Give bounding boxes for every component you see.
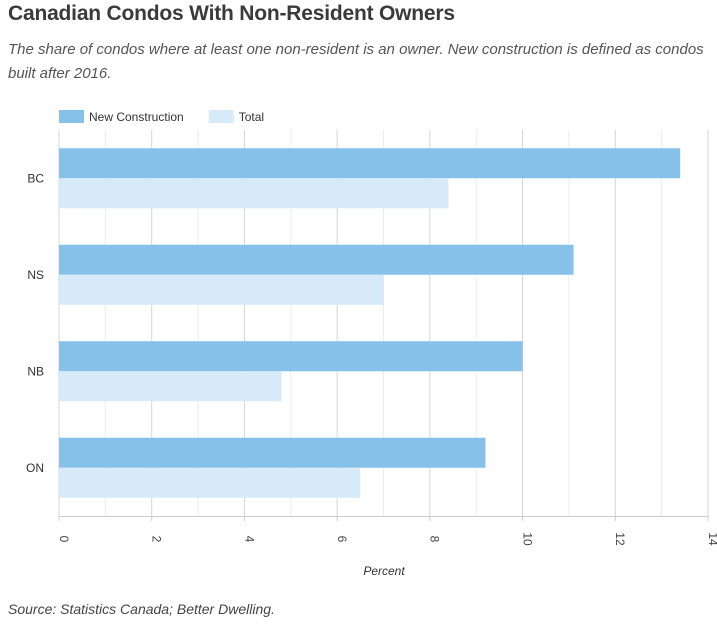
legend-swatch <box>208 110 234 123</box>
x-tick-label: 2 <box>150 536 164 543</box>
x-axis-label: Percent <box>363 564 405 578</box>
bar-on-total <box>59 467 361 498</box>
bar-nb-new-construction <box>59 341 523 372</box>
x-tick-label: 4 <box>242 536 256 543</box>
chart-subtitle: The share of condos where at least one n… <box>8 41 704 82</box>
chart-title: Canadian Condos With Non-Resident Owners <box>8 2 455 25</box>
x-tick-label: 10 <box>520 532 534 546</box>
bar-bc-total <box>59 178 449 209</box>
bar-ns-new-construction <box>59 244 574 275</box>
axes: BC NS NB ON 0 2 4 6 8 10 12 14 <box>26 171 717 546</box>
y-tick-label: NB <box>27 364 44 378</box>
bar-bc-new-construction <box>59 148 681 179</box>
legend-label: New Construction <box>89 110 184 124</box>
y-tick-label: ON <box>26 461 44 475</box>
legend-label: Total <box>239 110 264 124</box>
bar-nb-total <box>59 371 282 402</box>
source-note: Source: Statistics Canada; Better Dwelli… <box>8 601 275 617</box>
bars <box>59 148 681 498</box>
legend: New Construction Total <box>59 110 264 124</box>
bar-on-new-construction <box>59 437 486 468</box>
legend-swatch <box>59 110 84 123</box>
y-tick-label: BC <box>27 171 44 185</box>
x-tick-label: 8 <box>428 536 442 543</box>
x-tick-label: 0 <box>57 536 71 543</box>
bar-ns-total <box>59 274 384 305</box>
x-tick-label: 14 <box>706 532 717 546</box>
x-tick-label: 12 <box>613 532 627 546</box>
y-tick-label: NS <box>27 268 44 282</box>
x-tick-label: 6 <box>335 536 349 543</box>
